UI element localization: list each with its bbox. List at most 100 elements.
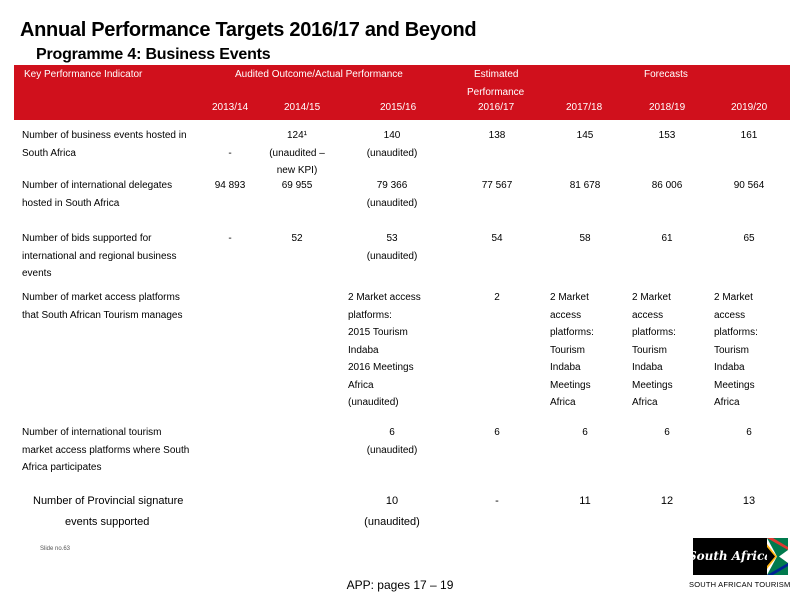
table-cell: Africa xyxy=(714,397,740,408)
kpi-label: Africa participates xyxy=(22,462,102,473)
header-year: 2018/19 xyxy=(649,102,686,113)
table-cell: 12 xyxy=(660,495,674,507)
slide-subtitle: Programme 4: Business Events xyxy=(36,46,271,63)
table-cell: access xyxy=(550,309,582,321)
table-cell: 2015 Tourism xyxy=(348,327,408,338)
table-cell: 6 xyxy=(664,427,670,438)
south-africa-logo: South Africa xyxy=(693,538,788,575)
table-cell: 2016 Meetings xyxy=(348,362,414,373)
table-cell: 94 893 xyxy=(214,180,246,191)
table-cell: (unaudited) xyxy=(348,397,399,408)
kpi-label: hosted in South Africa xyxy=(22,197,120,209)
header-year: 2016/17 xyxy=(478,102,515,113)
kpi-label: that South African Tourism manages xyxy=(22,309,183,321)
table-cell: 2 xyxy=(494,292,500,303)
table-cell: - xyxy=(495,495,499,507)
table-cell: (unaudited – xyxy=(269,147,325,159)
header-year: 2017/18 xyxy=(566,102,603,113)
kpi-label: Number of Provincial signature xyxy=(33,495,184,507)
table-cell: 138 xyxy=(488,130,506,141)
table-cell: 11 xyxy=(579,495,591,507)
table-cell: Africa xyxy=(348,379,374,391)
table-cell: 13 xyxy=(742,495,756,507)
flag-black xyxy=(767,547,775,566)
table-cell: (unaudited) xyxy=(364,516,420,528)
header-year: 2013/14 xyxy=(212,102,249,113)
header-year: 2014/15 xyxy=(284,102,321,113)
header-forecasts: Forecasts xyxy=(644,69,688,80)
header-estimated-1: Estimated xyxy=(474,69,519,80)
table-cell: (unaudited) xyxy=(366,444,418,456)
table-cell: (unaudited) xyxy=(366,197,418,209)
table-cell: 86 006 xyxy=(651,180,683,191)
table-cell: 65 xyxy=(743,233,755,244)
kpi-label: events xyxy=(22,268,52,279)
header-kpi: Key Performance Indicator xyxy=(24,69,143,80)
table-cell: platforms: xyxy=(550,327,594,338)
kpi-label: Number of bids supported for xyxy=(22,233,152,244)
table-cell: 6 xyxy=(494,427,500,438)
table-cell: 6 xyxy=(582,427,588,438)
table-cell: 10 xyxy=(385,495,399,507)
kpi-label: international and regional business xyxy=(22,250,177,262)
table-cell: access xyxy=(632,309,664,321)
table-cell: new KPI) xyxy=(276,165,318,176)
footer-pages: APP: pages 17 – 19 xyxy=(346,578,454,592)
table-cell: 90 564 xyxy=(733,180,765,191)
table-cell: 2 Market xyxy=(550,292,589,303)
table-cell: Africa xyxy=(550,397,576,408)
table-cell: 81 678 xyxy=(569,180,601,191)
flag-blue xyxy=(767,563,788,575)
logo-wordmark: South Africa xyxy=(693,549,772,563)
table-cell: 53 xyxy=(386,233,398,244)
table-cell: (unaudited) xyxy=(366,250,418,262)
table-cell: 2 Market access xyxy=(348,292,421,303)
table-cell: Africa xyxy=(632,397,658,408)
table-cell: Tourism xyxy=(714,344,750,356)
table-cell: 124¹ xyxy=(286,130,307,141)
table-cell: Meetings xyxy=(550,379,591,391)
slide-number: Slide no.63 xyxy=(40,546,71,552)
table-cell: platforms: xyxy=(348,309,392,321)
table-header: Key Performance Indicator Audited Outcom… xyxy=(14,65,790,120)
table-cell: Meetings xyxy=(714,379,755,391)
table-cell: platforms: xyxy=(714,327,758,338)
table-cell: 145 xyxy=(576,130,594,141)
table-cell: Indaba xyxy=(632,362,663,373)
flag-red xyxy=(767,538,788,550)
table-cell: 52 xyxy=(291,233,303,244)
table-cell: 2 Market xyxy=(714,292,753,303)
table-cell: (unaudited) xyxy=(366,147,418,159)
table-cell: access xyxy=(714,309,746,321)
logo-caption: SOUTH AFRICAN TOURISM xyxy=(689,580,791,589)
table-cell: Meetings xyxy=(632,379,673,391)
slide-title: Annual Performance Targets 2016/17 and B… xyxy=(20,19,477,41)
table-cell: platforms: xyxy=(632,327,676,338)
table-cell: 6 xyxy=(389,427,395,438)
table-cell: 140 xyxy=(383,130,401,141)
kpi-label: Number of international delegates xyxy=(22,180,173,191)
header-year: 2015/16 xyxy=(380,102,417,113)
table-cell: 2 Market xyxy=(632,292,671,303)
header-estimated-2: Performance xyxy=(467,87,525,98)
header-audited: Audited Outcome/Actual Performance xyxy=(235,69,403,80)
table-cell: - xyxy=(228,233,232,244)
table-cell: 58 xyxy=(579,233,591,244)
table-cell: Tourism xyxy=(550,344,586,356)
table-cell: 61 xyxy=(661,233,673,244)
table-cell: 79 366 xyxy=(376,180,408,191)
table-cell: Indaba xyxy=(550,362,581,373)
table-cell: - xyxy=(228,147,232,159)
table-cell: 77 567 xyxy=(481,180,513,191)
table-cell: 153 xyxy=(658,130,676,141)
table-cell: Indaba xyxy=(714,362,745,373)
kpi-label: Number of market access platforms xyxy=(22,292,180,303)
logo-black-panel xyxy=(693,538,767,575)
kpi-label: Number of international tourism xyxy=(22,427,162,438)
header-year: 2019/20 xyxy=(731,102,768,113)
kpi-label: events supported xyxy=(65,516,150,528)
flag-green xyxy=(767,538,788,575)
kpi-label: Number of business events hosted in xyxy=(22,130,187,141)
table-cell: Tourism xyxy=(632,344,668,356)
table-cell: Indaba xyxy=(348,344,379,356)
